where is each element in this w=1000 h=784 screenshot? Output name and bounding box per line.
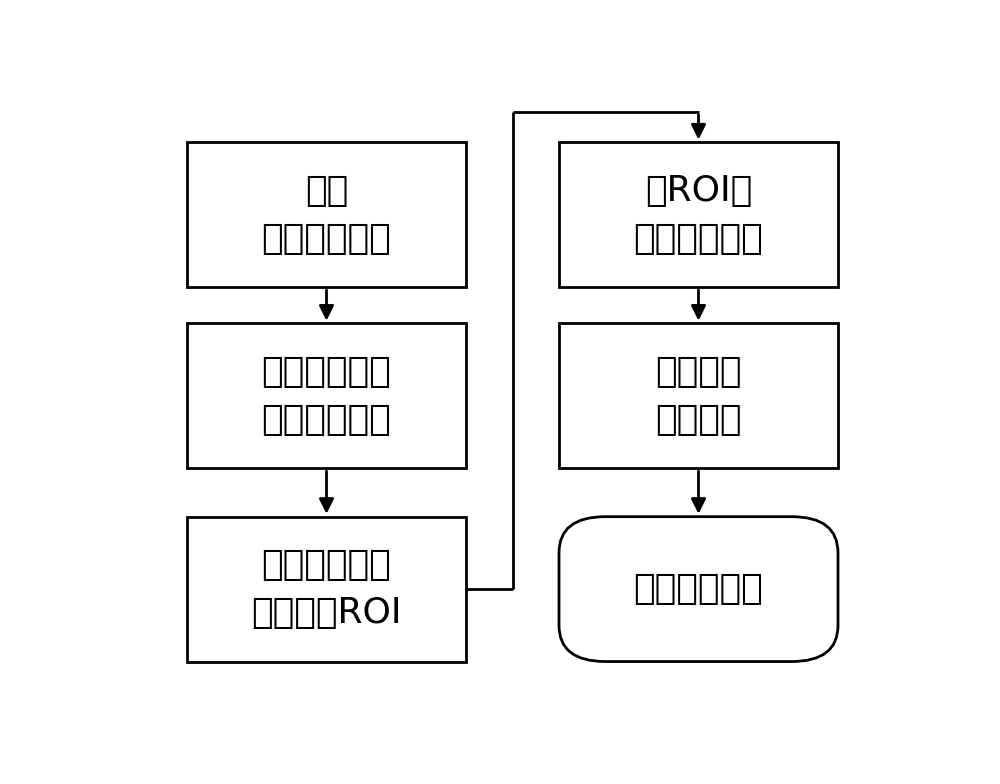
Text: 计算钢渣
钢水比例: 计算钢渣 钢水比例 xyxy=(655,355,742,437)
Text: 在ROI中
进行温度统计: 在ROI中 进行温度统计 xyxy=(634,174,763,256)
FancyBboxPatch shape xyxy=(187,143,466,287)
FancyBboxPatch shape xyxy=(559,517,838,662)
Text: 采集
实时辐射温度: 采集 实时辐射温度 xyxy=(262,174,391,256)
FancyBboxPatch shape xyxy=(187,517,466,662)
FancyBboxPatch shape xyxy=(559,324,838,468)
Text: 搜寻注流区域
自动确定ROI: 搜寻注流区域 自动确定ROI xyxy=(251,548,402,630)
Text: 根据温度等级
进行灰度呈现: 根据温度等级 进行灰度呈现 xyxy=(262,355,391,437)
FancyBboxPatch shape xyxy=(187,324,466,468)
FancyBboxPatch shape xyxy=(559,143,838,287)
Text: 数据处理结束: 数据处理结束 xyxy=(634,572,763,606)
